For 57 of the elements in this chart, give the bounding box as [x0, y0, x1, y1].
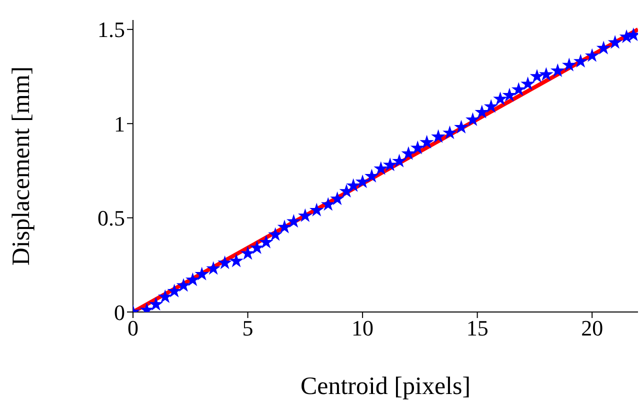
point [530, 68, 544, 83]
point [364, 168, 379, 182]
point [410, 140, 425, 154]
point [466, 112, 480, 126]
point [167, 284, 182, 298]
point [539, 67, 554, 81]
point [186, 272, 200, 286]
y-tick-label: 0 [114, 300, 125, 325]
x-tick-label: 15 [466, 316, 488, 341]
point [148, 296, 164, 311]
point [454, 120, 468, 134]
y-tick-label: 1 [114, 111, 125, 136]
point [206, 261, 221, 275]
point [250, 240, 264, 254]
point [442, 125, 457, 140]
point [158, 289, 172, 304]
point [520, 76, 535, 90]
point [286, 214, 301, 228]
point [229, 254, 244, 268]
point [258, 234, 274, 248]
point [420, 134, 434, 149]
x-tick-label: 20 [581, 316, 604, 341]
point [176, 278, 191, 292]
point [431, 129, 446, 143]
point [573, 54, 588, 68]
point [298, 208, 312, 222]
point [346, 178, 361, 192]
point [330, 191, 344, 206]
point [550, 63, 565, 77]
point [474, 104, 490, 118]
point [382, 158, 398, 172]
point [339, 184, 354, 198]
point [484, 99, 498, 113]
point [218, 255, 232, 270]
y-axis-title: Displacement [mm] [8, 66, 35, 266]
point [584, 48, 600, 62]
point [309, 202, 324, 216]
point [502, 88, 517, 102]
y-tick-label: 0.5 [98, 206, 125, 231]
point [374, 161, 388, 175]
point [194, 266, 210, 280]
point [562, 58, 576, 72]
point [596, 40, 611, 54]
point [240, 246, 255, 260]
point [268, 227, 282, 241]
x-axis-title: Centroid [pixels] [300, 373, 471, 400]
point [608, 35, 622, 49]
point [493, 92, 508, 106]
point [392, 154, 406, 168]
point [511, 82, 526, 96]
point [277, 220, 292, 234]
x-tick-label: 10 [352, 316, 374, 341]
point [355, 174, 370, 188]
y-tick-label: 1.5 [98, 17, 125, 42]
point [320, 197, 336, 211]
point [401, 146, 416, 160]
x-tick-label: 5 [242, 316, 254, 341]
